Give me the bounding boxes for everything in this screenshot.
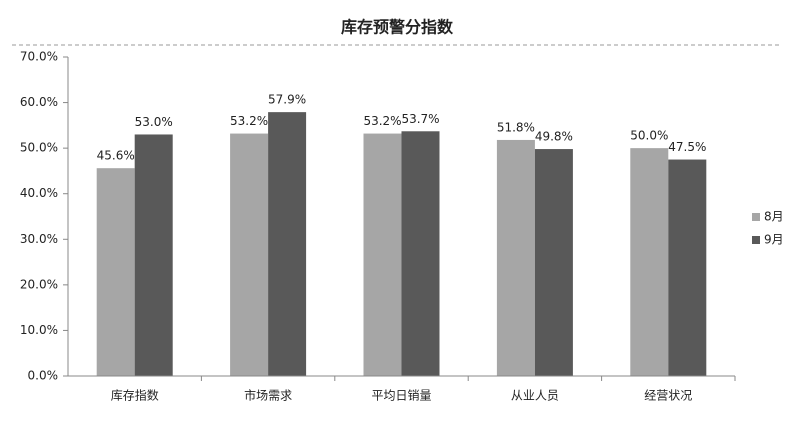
y-tick-label: 30.0% [20, 232, 58, 246]
bar [630, 148, 669, 376]
bar [534, 149, 573, 376]
x-tick-label: 经营状况 [644, 389, 692, 403]
bar [668, 159, 707, 376]
value-label: 45.6% [97, 149, 135, 163]
x-tick-label: 平均日销量 [371, 389, 431, 403]
bar [496, 139, 535, 376]
y-tick-label: 0.0% [28, 369, 59, 383]
y-tick-label: 70.0% [20, 50, 58, 64]
value-label: 57.9% [268, 93, 306, 107]
bar [230, 133, 269, 376]
y-tick-label: 20.0% [20, 277, 58, 291]
y-tick-label: 60.0% [20, 95, 58, 109]
value-label: 53.2% [230, 114, 268, 128]
legend-label: 8月 [764, 210, 784, 224]
bar [96, 168, 135, 376]
bar [363, 133, 402, 376]
legend-swatch [752, 213, 760, 221]
value-label: 53.2% [363, 114, 401, 128]
x-tick-label: 市场需求 [244, 388, 292, 403]
value-label: 53.7% [401, 112, 439, 126]
value-label: 51.8% [497, 120, 535, 134]
y-tick-label: 10.0% [20, 323, 58, 337]
bar [268, 112, 307, 377]
legend-swatch [752, 236, 760, 244]
x-tick-label: 库存指数 [111, 388, 159, 403]
value-label: 47.5% [668, 140, 706, 154]
x-tick-label: 从业人员 [511, 389, 559, 403]
chart-title: 库存预警分指数 [341, 18, 454, 37]
y-tick-label: 50.0% [20, 141, 58, 155]
value-label: 49.8% [535, 130, 573, 144]
bar [401, 131, 440, 376]
value-label: 50.0% [630, 129, 668, 143]
legend-label: 9月 [764, 233, 784, 247]
value-label: 53.0% [135, 115, 173, 129]
y-tick-label: 40.0% [20, 186, 58, 200]
bar [134, 134, 173, 376]
